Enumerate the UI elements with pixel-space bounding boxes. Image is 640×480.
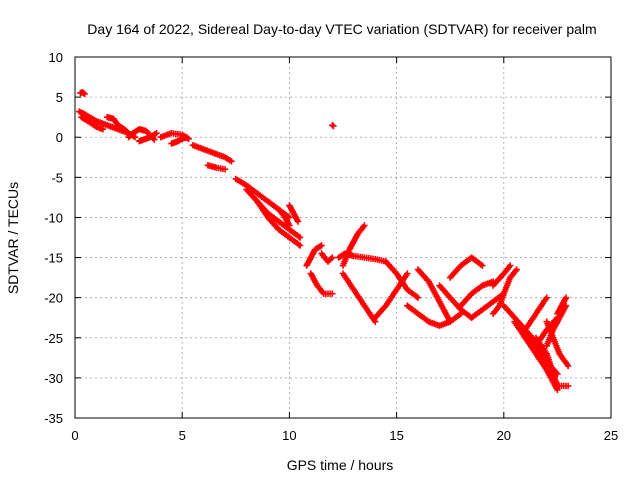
data-point-cluster <box>532 314 561 349</box>
data-point-cluster <box>329 122 337 130</box>
y-tick-label: -15 <box>44 251 63 266</box>
data-point-cluster <box>303 242 325 269</box>
plot-area-frame <box>74 56 612 419</box>
data-point-cluster <box>286 202 302 225</box>
data-point-cluster <box>204 162 229 173</box>
y-tick-label: 5 <box>56 90 63 105</box>
data-point-cluster <box>78 114 107 133</box>
y-tick-label: -25 <box>44 331 63 346</box>
data-point-cluster <box>136 130 160 145</box>
y-tick-label: -20 <box>44 291 63 306</box>
data-point-cluster <box>275 206 293 229</box>
data-point-cluster <box>372 270 411 321</box>
y-tick-label: -5 <box>51 170 63 185</box>
data-point-cluster <box>307 270 336 297</box>
grid <box>75 57 611 418</box>
y-tick-label: -35 <box>44 411 63 426</box>
data-point-cluster <box>318 250 336 265</box>
data-series <box>76 89 572 394</box>
x-tick-label: 10 <box>282 428 296 443</box>
x-axis-label: GPS time / hours <box>287 457 394 473</box>
x-tick-label: 20 <box>497 428 511 443</box>
x-tick-label: 5 <box>179 428 186 443</box>
data-point-cluster <box>189 142 235 165</box>
data-point-cluster <box>168 134 190 147</box>
data-point-cluster <box>457 278 497 309</box>
tick-labels: 0 5 10 15 20 25 10 5 0 -5 -10 -15 -20 -25 -30 -35 <box>44 50 618 443</box>
data-point-cluster <box>77 89 88 98</box>
y-tick-label: 10 <box>49 50 63 65</box>
data-point-cluster <box>382 258 422 301</box>
data-point-cluster <box>522 294 550 333</box>
axis-ticks <box>74 56 612 419</box>
data-point-cluster <box>254 198 304 249</box>
data-point-cluster <box>339 270 379 325</box>
chart-title: Day 164 of 2022, Sidereal Day-to-day VTE… <box>87 21 596 37</box>
x-tick-label: 15 <box>389 428 403 443</box>
y-tick-label: -30 <box>44 371 63 386</box>
data-point-cluster <box>489 266 520 317</box>
data-point-cluster <box>554 294 570 317</box>
y-axis-label: SDTVAR / TECUs <box>5 182 21 294</box>
data-point-cluster <box>414 266 454 325</box>
data-point-cluster <box>436 282 475 321</box>
x-tick-label: 25 <box>604 428 618 443</box>
x-tick-label: 0 <box>71 428 78 443</box>
data-point-cluster <box>489 262 514 289</box>
data-point-cluster <box>339 222 368 269</box>
y-tick-label: 0 <box>56 130 63 145</box>
data-point-cluster <box>447 254 486 281</box>
y-tick-label: -10 <box>44 210 63 225</box>
